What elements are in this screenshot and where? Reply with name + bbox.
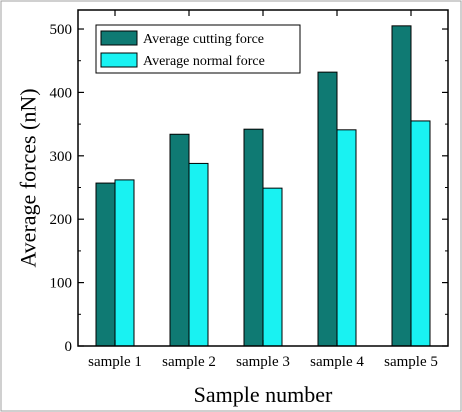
bar-cutting-1 — [95, 182, 116, 347]
y-tick-label: 400 — [50, 85, 73, 101]
bar-normal-4 — [336, 129, 357, 347]
y-axis-title: Average forces (nN) — [16, 88, 41, 267]
bar-cutting-3 — [243, 128, 264, 347]
bar-normal-1 — [114, 179, 135, 347]
x-ticks-group: sample 1 sample 2 sample 3 sample 4 sample 5 — [88, 10, 438, 370]
y-tick-label: 100 — [50, 276, 73, 292]
legend-swatch-2 — [100, 52, 138, 68]
y-tick-label: 200 — [50, 212, 73, 228]
x-tick-label: sample 2 — [162, 354, 216, 370]
bar-normal-2 — [188, 162, 209, 347]
legend-swatch-1 — [100, 30, 138, 46]
x-tick-label: sample 4 — [310, 354, 364, 370]
bar-normal-5 — [410, 120, 431, 347]
x-axis-title: Sample number — [194, 382, 333, 407]
x-tick-label: sample 5 — [384, 354, 438, 370]
bar-cutting-5 — [391, 25, 412, 347]
x-tick-label: sample 3 — [236, 354, 290, 370]
y-ticks-group: 0 100 200 300 400 500 — [50, 22, 448, 355]
y-tick-label: 0 — [65, 339, 73, 355]
legend-label-1: Average cutting force — [143, 32, 264, 47]
y-tick-label: 300 — [50, 149, 73, 165]
bar-cutting-4 — [317, 71, 338, 347]
x-tick-label: sample 1 — [88, 354, 142, 370]
bar-cutting-2 — [169, 133, 190, 347]
bar-normal-3 — [262, 187, 283, 347]
legend-label-2: Average normal force — [143, 54, 265, 69]
bars-group — [95, 25, 431, 347]
y-tick-label: 500 — [50, 22, 73, 38]
legend: Average cutting force Average normal forc… — [95, 24, 301, 74]
